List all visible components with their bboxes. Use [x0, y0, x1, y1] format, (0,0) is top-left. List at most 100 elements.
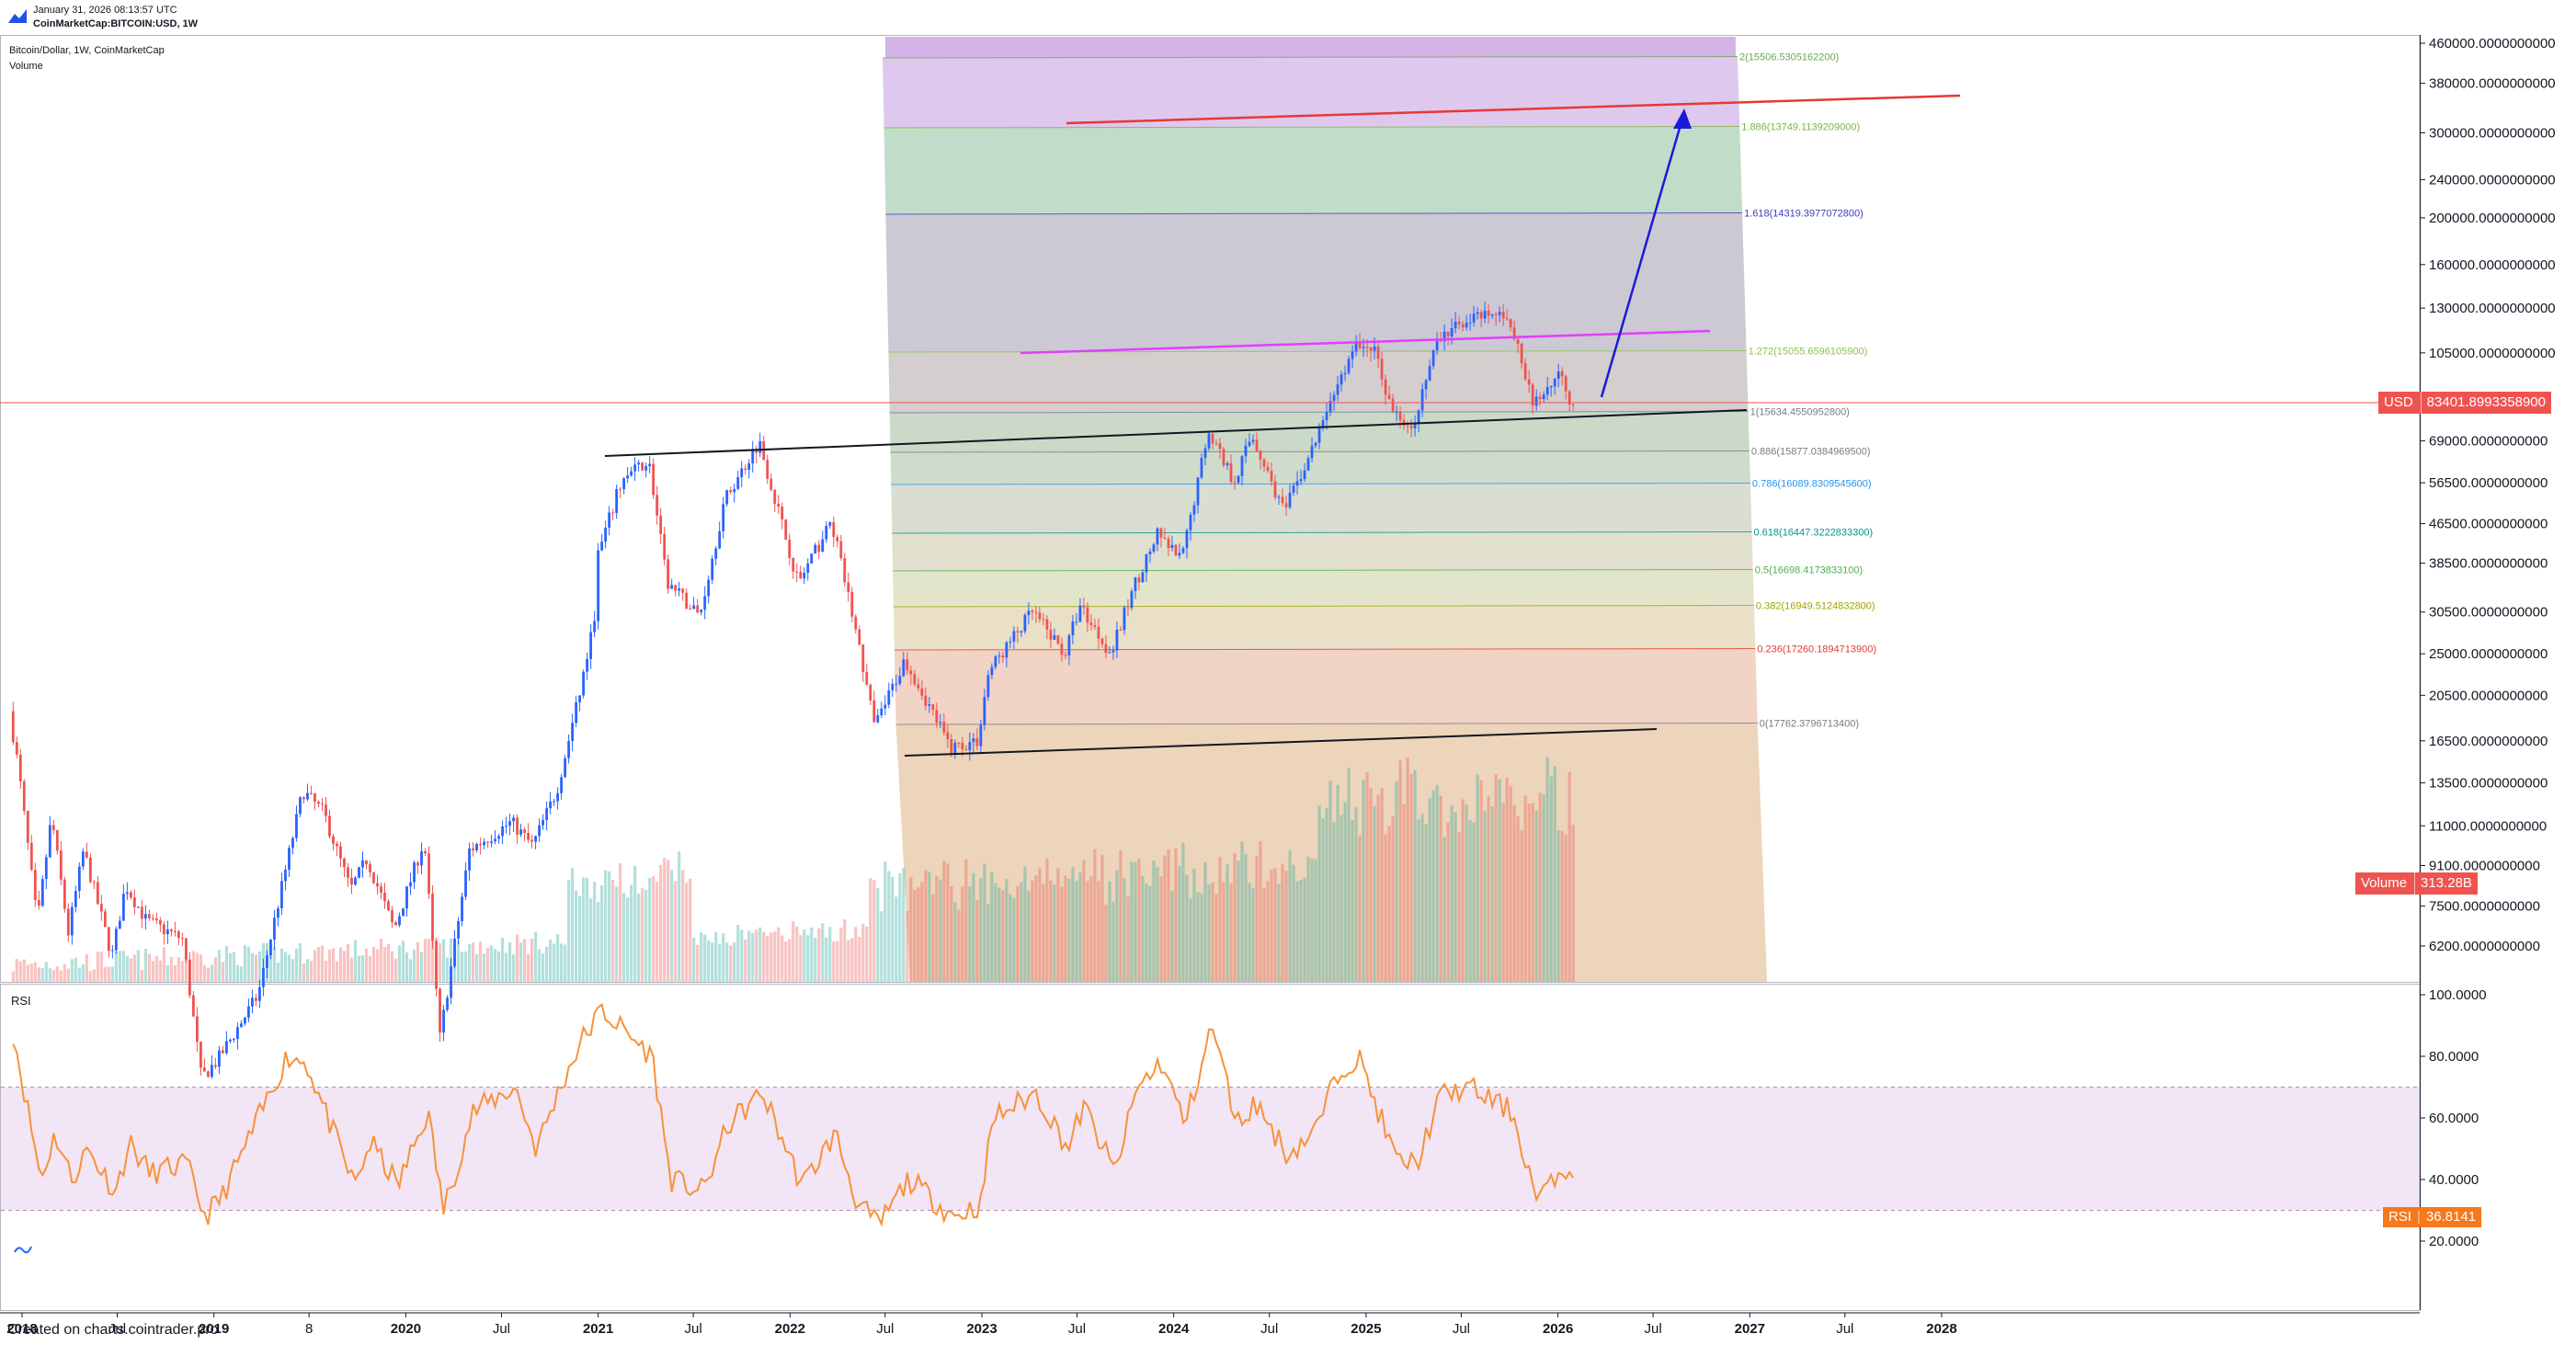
candle-body: [132, 897, 136, 907]
rsi-tick-label: 80.0000: [2429, 1049, 2479, 1065]
volume-bar: [711, 942, 714, 982]
volume-bar: [1181, 842, 1185, 982]
candle-body: [1075, 621, 1078, 623]
candle-body: [1273, 481, 1277, 497]
candle-body: [1347, 359, 1351, 373]
candle-body: [931, 704, 935, 711]
volume-bar: [1564, 834, 1567, 982]
candle-body: [968, 742, 972, 750]
candle-body: [553, 801, 556, 803]
candle-body: [398, 916, 401, 926]
candle-body: [935, 710, 939, 724]
time-tick-label: 2020: [391, 1321, 421, 1337]
volume-bar: [792, 921, 795, 982]
candle-body: [66, 908, 70, 936]
candle-body: [1498, 312, 1501, 315]
candle-body: [1512, 327, 1516, 339]
candle-body: [435, 940, 438, 989]
volume-bar: [769, 932, 773, 982]
volume-bar: [887, 871, 891, 982]
volume-bar: [423, 939, 427, 982]
volume-bar: [22, 959, 26, 982]
candle-body: [211, 1065, 213, 1077]
candle-body: [567, 741, 571, 758]
volume-bar: [994, 883, 997, 982]
volume-bar: [810, 927, 814, 982]
candle-body: [1299, 479, 1303, 482]
candle-body: [611, 512, 615, 514]
volume-bar: [1174, 848, 1178, 982]
candle-body: [33, 870, 37, 901]
volume-bar: [158, 960, 162, 982]
volume-bar: [1270, 869, 1273, 982]
volume-bar: [839, 927, 843, 982]
candle-body: [1174, 544, 1178, 556]
volume-bar: [1266, 881, 1270, 982]
candle-body: [1119, 629, 1123, 631]
candle-body: [158, 920, 162, 925]
volume-bar: [125, 955, 129, 982]
candle-body: [692, 605, 696, 610]
volume-bar: [718, 944, 722, 982]
candle-body: [1564, 376, 1567, 392]
candle-body: [747, 463, 751, 471]
candle-body: [280, 881, 283, 908]
volume-bar: [29, 963, 33, 982]
fib-level-label: 0.236(17260.1894713900): [1757, 644, 1876, 655]
candle-body: [1089, 622, 1093, 626]
candle-body: [689, 608, 692, 610]
candle-body: [1181, 548, 1185, 553]
volume-bar: [641, 888, 644, 982]
volume-bar: [44, 962, 48, 982]
candle-body: [427, 853, 430, 895]
volume-bar: [507, 941, 512, 982]
candle-body: [1505, 318, 1509, 320]
volume-bar: [467, 943, 472, 982]
volume-bar: [990, 872, 994, 982]
candle-body: [354, 877, 357, 885]
candle-body: [295, 814, 298, 838]
candle-body: [788, 539, 792, 558]
volume-bar: [725, 942, 729, 982]
candle-body: [1060, 644, 1064, 655]
candle-body: [1023, 615, 1027, 632]
candle-body: [490, 841, 493, 843]
volume-bar: [397, 945, 402, 982]
volume-bar: [1468, 820, 1472, 982]
fib-zone: [892, 531, 1753, 571]
collapse-button[interactable]: [13, 1241, 33, 1258]
volume-bar: [294, 948, 299, 982]
brand-logo-icon: [8, 9, 27, 23]
price-tick-label: 13500.0000000000: [2429, 776, 2548, 792]
volume-bar: [1398, 760, 1402, 982]
candle-body: [37, 900, 40, 906]
volume-bar: [858, 937, 861, 982]
volume-bar: [1056, 868, 1060, 982]
candle-body: [203, 1067, 206, 1072]
candle-body: [394, 922, 397, 926]
candle-body: [1148, 551, 1152, 555]
volume-bar: [107, 966, 110, 982]
volume-bar: [1354, 807, 1358, 982]
candle-body: [81, 851, 85, 867]
candle-body: [299, 797, 302, 815]
volume-bar: [950, 885, 953, 982]
candle-body: [964, 748, 968, 750]
candle-body: [917, 684, 920, 689]
volume-bar: [876, 887, 880, 982]
volume-bar: [1542, 794, 1545, 982]
candle-body: [450, 966, 452, 998]
volume-bar: [626, 897, 630, 982]
candle-body: [1170, 544, 1174, 548]
volume-bar: [327, 949, 332, 982]
volume-bar: [305, 959, 310, 982]
volume-bar: [96, 951, 99, 982]
volume-bar: [1571, 825, 1575, 982]
candle-body: [302, 797, 305, 800]
candle-body: [442, 1009, 445, 1033]
time-tick-label: 8: [305, 1321, 313, 1337]
volume-bar: [456, 940, 461, 982]
candle-body: [1406, 425, 1409, 427]
volume-bar: [1016, 885, 1020, 982]
candle-body: [895, 683, 898, 685]
